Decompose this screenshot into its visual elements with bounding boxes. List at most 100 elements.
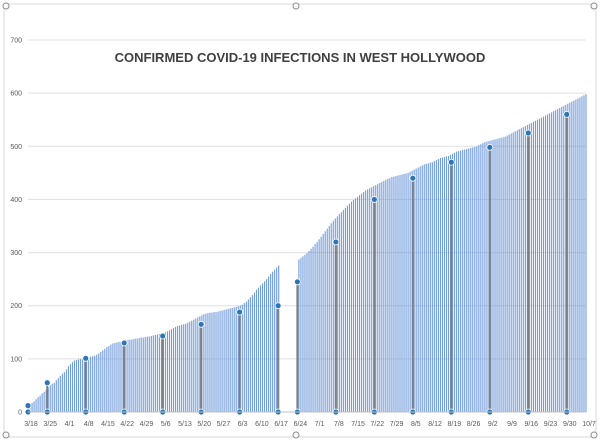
bar — [460, 150, 462, 412]
bar — [470, 147, 472, 412]
bar — [261, 283, 264, 412]
bar — [160, 333, 162, 412]
bar — [231, 307, 233, 412]
bar — [555, 110, 557, 413]
bar — [419, 166, 421, 412]
bar — [69, 364, 72, 412]
bar — [441, 157, 444, 412]
x-tick-label: 7/15 — [351, 421, 365, 428]
bar — [154, 334, 156, 412]
bar — [225, 309, 227, 412]
bar — [207, 313, 209, 412]
bar — [545, 115, 547, 412]
bar — [356, 196, 359, 412]
x-tick-label: 4/8 — [84, 421, 94, 428]
bar — [173, 328, 175, 412]
bar — [506, 135, 508, 412]
bar — [118, 341, 120, 412]
bar — [484, 142, 486, 412]
bar — [496, 138, 498, 413]
bar — [468, 148, 470, 412]
weekly-marker — [274, 302, 282, 310]
bar — [510, 133, 512, 412]
bar — [559, 108, 561, 412]
bar — [508, 134, 510, 412]
bar — [82, 358, 84, 412]
bar — [213, 312, 215, 412]
bar — [136, 338, 138, 412]
bar — [490, 140, 492, 412]
y-tick-label: 0 — [18, 410, 22, 417]
bar — [532, 121, 534, 412]
bar — [245, 301, 247, 412]
bar — [336, 216, 338, 412]
bar — [342, 210, 344, 412]
bar — [197, 317, 199, 412]
x-tick-label: 5/20 — [197, 421, 211, 428]
bar — [338, 214, 340, 412]
bar — [276, 267, 278, 412]
bar — [120, 341, 122, 412]
bar — [90, 356, 92, 412]
bar — [549, 113, 551, 412]
bar — [346, 205, 348, 412]
x-tick-label: 4/29 — [140, 421, 154, 428]
bar — [502, 137, 504, 412]
bar — [563, 105, 565, 412]
bar — [575, 99, 577, 413]
bar — [193, 319, 195, 412]
weekly-marker — [197, 320, 205, 328]
bar — [437, 159, 439, 412]
bar — [395, 176, 397, 412]
bar — [324, 231, 326, 412]
bar — [340, 212, 342, 412]
bar — [77, 359, 80, 412]
y-tick-label: 100 — [10, 356, 22, 363]
bar — [203, 314, 205, 412]
x-tick-label: 6/10 — [255, 421, 269, 428]
x-tick-label: 5/13 — [178, 421, 192, 428]
bar — [251, 295, 253, 412]
bar — [504, 136, 506, 412]
bar — [381, 181, 383, 412]
bar — [462, 150, 464, 412]
weekly-marker — [486, 143, 494, 151]
bar — [215, 312, 217, 412]
bar — [229, 308, 231, 412]
bar — [403, 173, 405, 412]
bar — [379, 182, 381, 412]
bar — [377, 184, 379, 412]
bar — [134, 338, 136, 412]
bar — [164, 332, 167, 412]
bar — [33, 401, 35, 412]
bar — [183, 324, 185, 412]
bar — [371, 187, 373, 412]
bar — [98, 353, 100, 412]
bar — [249, 297, 251, 412]
weekly-marker — [409, 174, 417, 182]
x-tick-label: 5/6 — [161, 421, 171, 428]
y-tick-label: 500 — [10, 144, 22, 151]
bar — [464, 149, 466, 412]
bar — [37, 397, 39, 412]
x-tick-label: 8/12 — [428, 421, 442, 428]
bar — [423, 164, 425, 412]
bar — [393, 176, 395, 412]
x-tick-label: 7/1 — [315, 421, 325, 428]
x-tick-label: 4/15 — [101, 421, 115, 428]
bar — [189, 321, 191, 412]
bar — [116, 342, 118, 412]
bar — [516, 130, 518, 413]
x-tick-label: 9/30 — [563, 421, 577, 428]
weekly-marker — [236, 308, 244, 316]
x-tick-label: 9/2 — [488, 421, 498, 428]
weekly-marker — [120, 339, 128, 347]
bar — [547, 114, 549, 413]
x-tick-label: 4/1 — [65, 421, 75, 428]
bar — [110, 344, 112, 412]
bar — [443, 156, 446, 412]
y-tick-label: 600 — [10, 91, 22, 98]
x-tick-label: 3/18 — [24, 421, 38, 428]
bar — [425, 163, 427, 412]
